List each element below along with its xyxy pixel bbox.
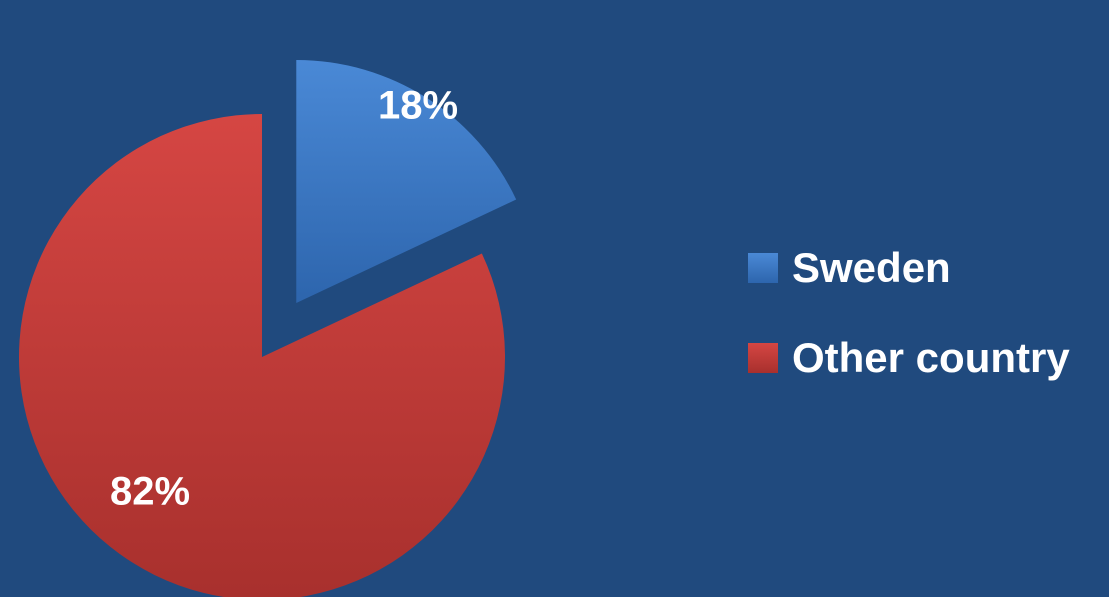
- chart-legend: Sweden Other country: [748, 243, 1070, 425]
- pie-slice-sweden: [296, 59, 517, 303]
- legend-swatch-other-country: [748, 342, 778, 373]
- legend-label-sweden: Sweden: [792, 243, 951, 291]
- legend-swatch-sweden: [748, 252, 778, 283]
- legend-label-other-country: Other country: [792, 333, 1070, 381]
- data-label-other-country: 82%: [110, 470, 190, 514]
- legend-item-other-country: Other country: [748, 333, 1070, 381]
- legend-item-sweden: Sweden: [748, 243, 1070, 291]
- data-label-sweden: 18%: [378, 84, 458, 128]
- pie-slice-other-country: [19, 114, 505, 597]
